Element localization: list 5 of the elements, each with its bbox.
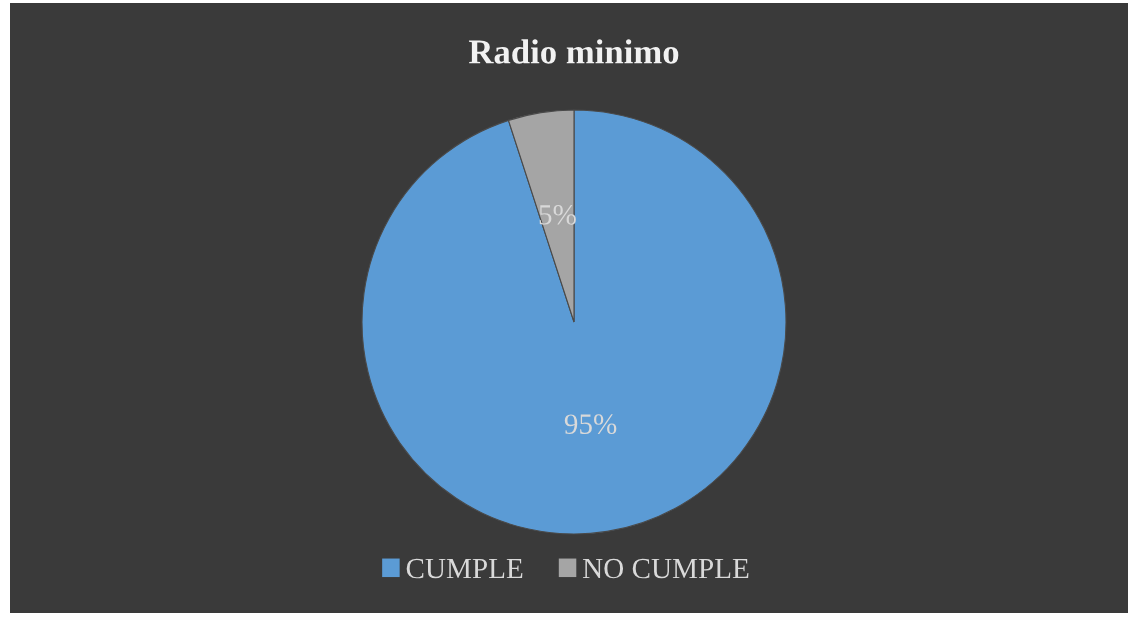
legend-label: NO CUMPLE bbox=[582, 558, 749, 579]
legend-label: CUMPLE bbox=[406, 558, 523, 579]
pie-slice bbox=[361, 109, 787, 535]
chart-title: Radio minimo bbox=[468, 39, 679, 64]
data-label: 95% bbox=[564, 414, 617, 435]
